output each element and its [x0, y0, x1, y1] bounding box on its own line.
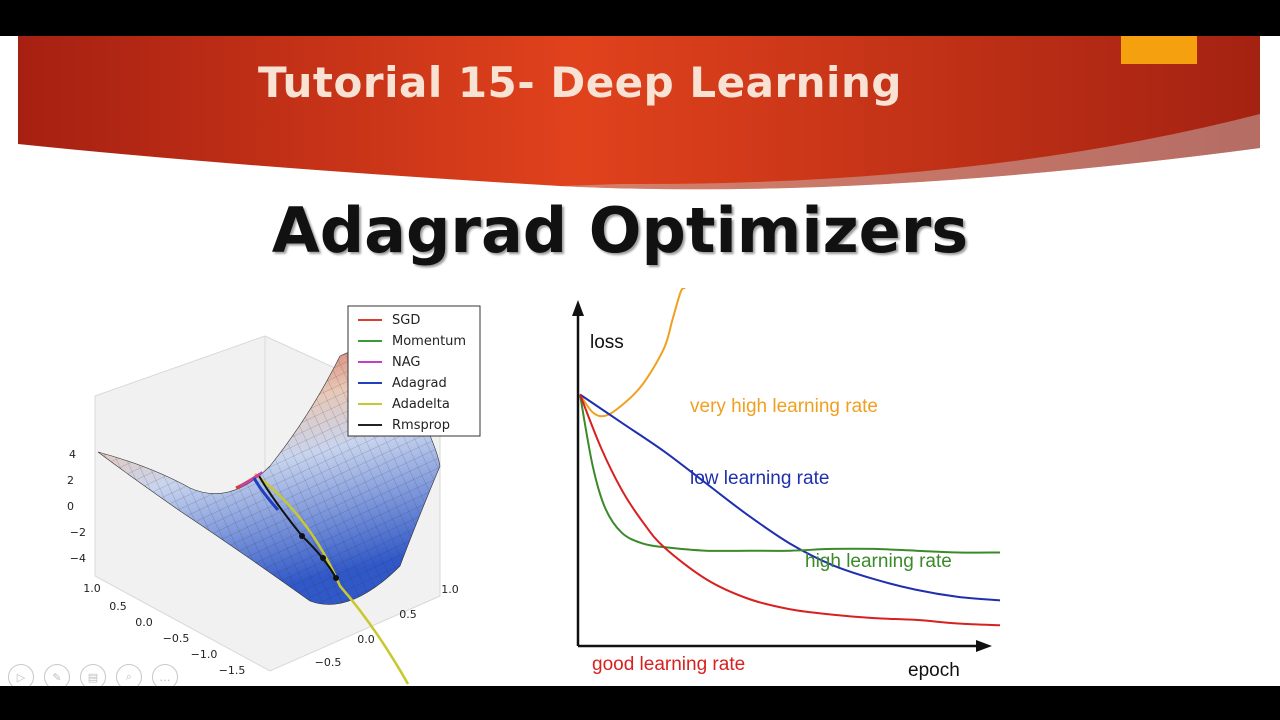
learning-rate-chart: loss epoch very high learning rate low l… — [572, 288, 1001, 681]
y-tick: −1.0 — [191, 648, 218, 661]
x-tick: 0.5 — [399, 608, 417, 621]
slide: Tutorial 15- Deep Learning Adagrad Optim… — [0, 36, 1280, 686]
series-label-low: low learning rate — [690, 468, 829, 489]
slide-title: Adagrad Optimizers — [271, 194, 969, 267]
z-tick: −4 — [70, 552, 86, 565]
z-tick: −2 — [70, 526, 86, 539]
z-tick: 4 — [69, 448, 76, 461]
x-tick: 0.0 — [357, 633, 375, 646]
y-tick: 0.5 — [109, 600, 127, 613]
series-line-0 — [579, 288, 686, 418]
y-tick: 0.0 — [135, 616, 153, 629]
optimizer-surface-plot: 4 2 0 −2 −4 1.0 0.5 0.0 −0.5 −1.0 −1.5 1… — [67, 305, 481, 685]
legend-label: Adadelta — [392, 397, 450, 412]
y-tick: −1.5 — [219, 664, 246, 677]
series-line-3 — [579, 394, 1001, 627]
x-tick: −0.5 — [315, 656, 342, 669]
legend-label: SGD — [392, 313, 420, 328]
series-label-good: good learning rate — [592, 654, 745, 675]
legend-label: Adagrad — [392, 376, 447, 391]
orange-accent-tab — [1121, 36, 1197, 64]
legend-label: NAG — [392, 355, 420, 370]
slides-icon[interactable]: ▤ — [80, 664, 106, 686]
legend-label: Momentum — [392, 334, 466, 349]
player-controls: ▷ ✎ ▤ ⌕ … — [8, 664, 178, 686]
y-tick: −0.5 — [163, 632, 190, 645]
trajectory-adadelta — [254, 473, 410, 685]
trajectory-adagrad — [252, 477, 280, 511]
more-icon[interactable]: … — [152, 664, 178, 686]
trajectory-points — [299, 533, 339, 581]
play-icon[interactable]: ▷ — [8, 664, 34, 686]
series-label-high: high learning rate — [805, 551, 952, 572]
series-line-2 — [579, 394, 1001, 554]
legend-label: Rmsprop — [392, 418, 450, 433]
z-tick: 0 — [67, 500, 74, 513]
header-banner — [18, 36, 1260, 190]
z-tick: 2 — [67, 474, 74, 487]
zoom-icon[interactable]: ⌕ — [116, 664, 142, 686]
x-axis-label: epoch — [908, 660, 960, 681]
chart-axes — [572, 300, 992, 652]
y-axis-label: loss — [590, 332, 624, 353]
header-title: Tutorial 15- Deep Learning — [258, 58, 902, 107]
y-tick: 1.0 — [83, 582, 101, 595]
trajectory-nag — [239, 471, 263, 487]
x-tick: 1.0 — [441, 583, 459, 596]
series-line-1 — [579, 393, 1001, 602]
pen-icon[interactable]: ✎ — [44, 664, 70, 686]
series-label-very-high: very high learning rate — [690, 396, 878, 417]
legend: SGD Momentum NAG Adagrad Adadelta Rmsprop — [347, 305, 481, 437]
